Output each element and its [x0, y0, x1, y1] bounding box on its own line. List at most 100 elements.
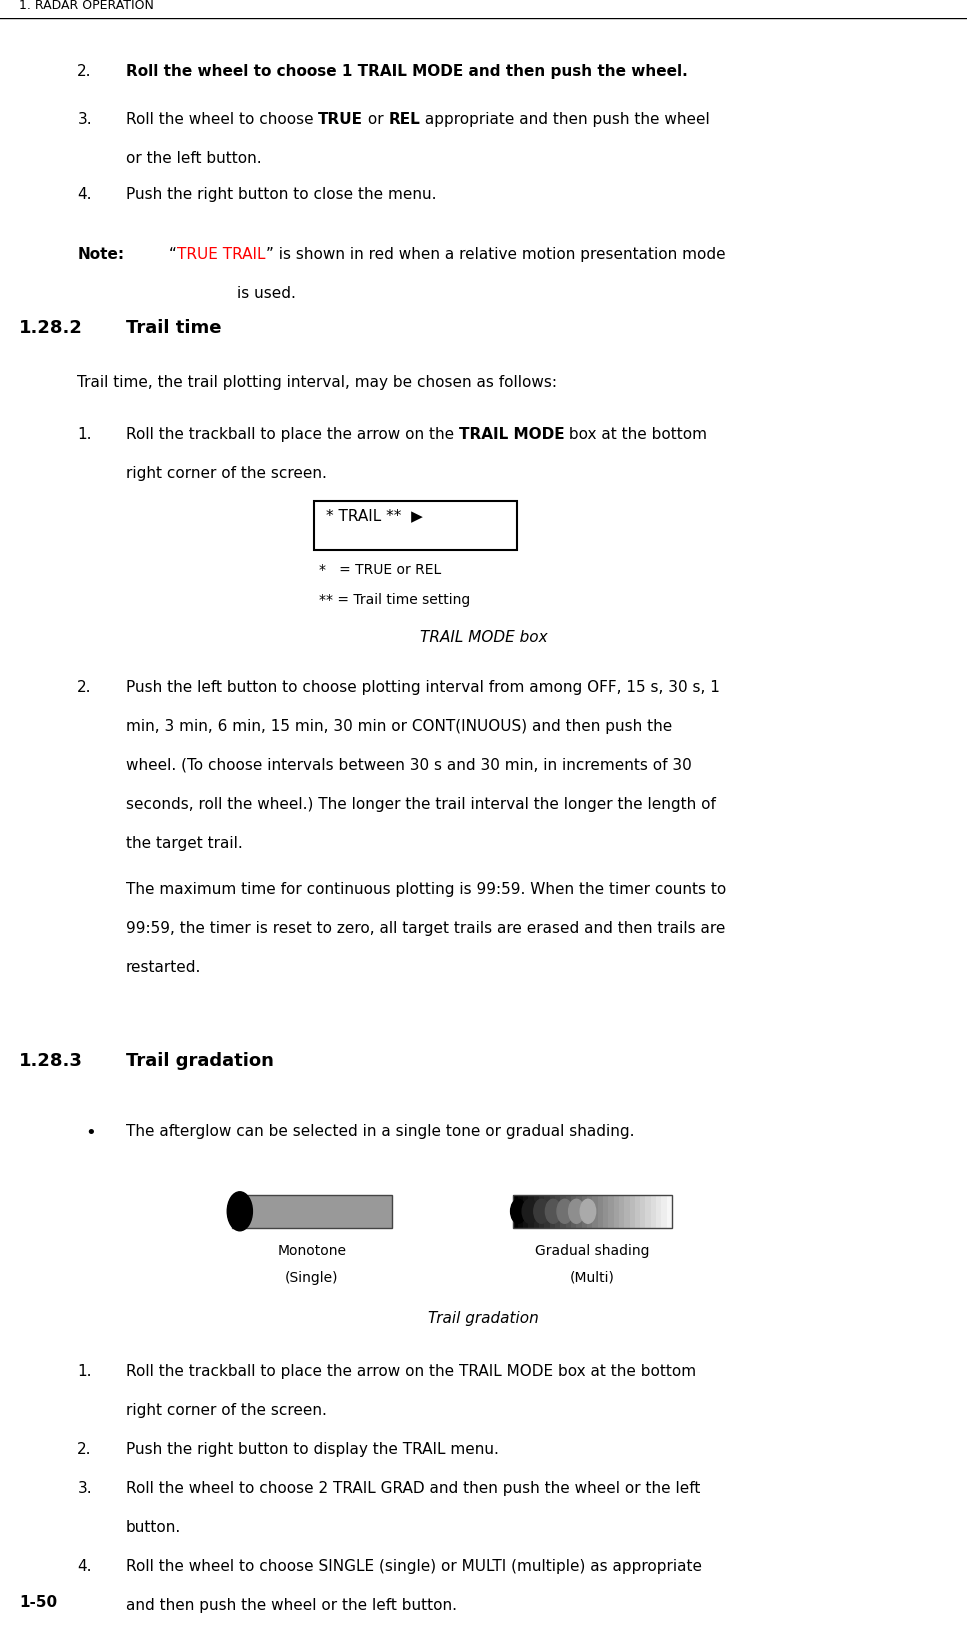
- Text: Roll the wheel to choose SINGLE (single) or MULTI (multiple) as appropriate: Roll the wheel to choose SINGLE (single)…: [126, 1559, 702, 1573]
- Text: Roll the wheel to choose 2 TRAIL GRAD and then push the wheel or the left: Roll the wheel to choose 2 TRAIL GRAD an…: [126, 1480, 700, 1495]
- Text: Trail gradation: Trail gradation: [126, 1051, 274, 1069]
- Text: Roll the trackball to place the arrow on the: Roll the trackball to place the arrow on…: [126, 428, 458, 442]
- Bar: [561, 1195, 566, 1227]
- Text: (Multi): (Multi): [570, 1270, 615, 1284]
- Bar: [635, 1195, 640, 1227]
- Text: Roll the trackball to place the arrow on the TRAIL MODE box at the bottom: Roll the trackball to place the arrow on…: [126, 1363, 696, 1377]
- Text: seconds, roll the wheel.) The longer the trail interval the longer the length of: seconds, roll the wheel.) The longer the…: [126, 796, 716, 811]
- Bar: [598, 1195, 603, 1227]
- Text: 4.: 4.: [77, 1559, 92, 1573]
- Text: 2.: 2.: [77, 64, 92, 80]
- Text: * TRAIL **  ▶: * TRAIL ** ▶: [326, 508, 423, 524]
- Bar: [555, 1195, 561, 1227]
- Bar: [592, 1195, 598, 1227]
- Text: or the left button.: or the left button.: [126, 152, 261, 166]
- Bar: [523, 1195, 528, 1227]
- Text: 99:59, the timer is reset to zero, all target trails are erased and then trails : 99:59, the timer is reset to zero, all t…: [126, 920, 725, 935]
- Text: Trail gradation: Trail gradation: [428, 1310, 539, 1325]
- Bar: [571, 1195, 576, 1227]
- Circle shape: [545, 1200, 561, 1224]
- Text: appropriate and then push the wheel: appropriate and then push the wheel: [421, 113, 710, 127]
- Text: 4.: 4.: [77, 188, 92, 202]
- Text: right corner of the screen.: right corner of the screen.: [126, 467, 327, 481]
- Text: 1. RADAR OPERATION: 1. RADAR OPERATION: [19, 0, 154, 11]
- Text: min, 3 min, 6 min, 15 min, 30 min or CONT(INUOUS) and then push the: min, 3 min, 6 min, 15 min, 30 min or CON…: [126, 718, 672, 733]
- Text: 1.28.2: 1.28.2: [19, 320, 83, 338]
- Circle shape: [569, 1200, 584, 1224]
- Text: 2.: 2.: [77, 679, 92, 694]
- Text: Gradual shading: Gradual shading: [535, 1244, 650, 1257]
- Bar: [651, 1195, 656, 1227]
- Text: is used.: is used.: [237, 286, 296, 302]
- Text: or: or: [364, 113, 389, 127]
- Bar: [645, 1195, 651, 1227]
- Text: 3.: 3.: [77, 113, 92, 127]
- Text: ” is shown in red when a relative motion presentation mode: ” is shown in red when a relative motion…: [266, 246, 725, 263]
- Bar: [232, 1195, 392, 1227]
- Text: Roll the wheel to choose: Roll the wheel to choose: [126, 113, 318, 127]
- Text: wheel. (To choose intervals between 30 s and 30 min, in increments of 30: wheel. (To choose intervals between 30 s…: [126, 757, 691, 772]
- Text: *   = TRUE or REL: * = TRUE or REL: [319, 561, 441, 576]
- Bar: [608, 1195, 613, 1227]
- Bar: [576, 1195, 582, 1227]
- Bar: [619, 1195, 625, 1227]
- Text: Roll the wheel to choose 1 TRAIL MODE and then push the wheel.: Roll the wheel to choose 1 TRAIL MODE an…: [126, 64, 688, 80]
- Text: the target trail.: the target trail.: [126, 836, 243, 850]
- Text: (Single): (Single): [285, 1270, 338, 1284]
- Circle shape: [534, 1200, 549, 1224]
- Circle shape: [580, 1200, 596, 1224]
- Text: 1.: 1.: [77, 1363, 92, 1377]
- Text: TRAIL MODE box: TRAIL MODE box: [420, 630, 547, 645]
- Bar: [518, 1195, 523, 1227]
- Text: The maximum time for continuous plotting is 99:59. When the timer counts to: The maximum time for continuous plotting…: [126, 881, 726, 896]
- Text: “: “: [169, 246, 177, 263]
- Bar: [640, 1195, 646, 1227]
- Circle shape: [522, 1200, 538, 1224]
- Text: button.: button.: [126, 1519, 181, 1534]
- Text: Push the right button to close the menu.: Push the right button to close the menu.: [126, 188, 436, 202]
- Text: Push the left button to choose plotting interval from among OFF, 15 s, 30 s, 1: Push the left button to choose plotting …: [126, 679, 719, 694]
- Bar: [513, 1195, 518, 1227]
- Circle shape: [227, 1191, 252, 1231]
- Bar: [667, 1195, 672, 1227]
- Bar: [587, 1195, 592, 1227]
- Bar: [614, 1195, 619, 1227]
- Text: The afterglow can be selected in a single tone or gradual shading.: The afterglow can be selected in a singl…: [126, 1123, 634, 1138]
- Text: 1.28.3: 1.28.3: [19, 1051, 83, 1069]
- Text: Note:: Note:: [77, 246, 125, 263]
- Bar: [566, 1195, 571, 1227]
- Text: box at the bottom: box at the bottom: [565, 428, 707, 442]
- Text: Monotone: Monotone: [278, 1244, 346, 1257]
- Text: TRUE TRAIL: TRUE TRAIL: [177, 246, 266, 263]
- Bar: [603, 1195, 608, 1227]
- Text: TRUE: TRUE: [318, 113, 364, 127]
- Text: REL: REL: [389, 113, 421, 127]
- Bar: [661, 1195, 667, 1227]
- Bar: [314, 503, 517, 550]
- Bar: [528, 1195, 534, 1227]
- Text: 1.: 1.: [77, 428, 92, 442]
- Circle shape: [511, 1200, 526, 1224]
- Text: right corner of the screen.: right corner of the screen.: [126, 1402, 327, 1417]
- Text: restarted.: restarted.: [126, 960, 201, 974]
- Circle shape: [557, 1200, 572, 1224]
- Text: 2.: 2.: [77, 1441, 92, 1456]
- Bar: [544, 1195, 549, 1227]
- Bar: [540, 1195, 544, 1227]
- Text: TRAIL MODE: TRAIL MODE: [458, 428, 565, 442]
- Text: ** = Trail time setting: ** = Trail time setting: [319, 592, 470, 605]
- Text: Trail time: Trail time: [126, 320, 221, 338]
- Text: 3.: 3.: [77, 1480, 92, 1495]
- Text: Push the right button to display the TRAIL menu.: Push the right button to display the TRA…: [126, 1441, 499, 1456]
- Text: and then push the wheel or the left button.: and then push the wheel or the left butt…: [126, 1598, 456, 1612]
- Text: Trail time, the trail plotting interval, may be chosen as follows:: Trail time, the trail plotting interval,…: [77, 375, 557, 390]
- Bar: [582, 1195, 587, 1227]
- Bar: [549, 1195, 555, 1227]
- Bar: [513, 1195, 672, 1227]
- Bar: [624, 1195, 630, 1227]
- Bar: [534, 1195, 540, 1227]
- Bar: [657, 1195, 661, 1227]
- Text: •: •: [85, 1123, 96, 1141]
- Text: 1-50: 1-50: [19, 1594, 57, 1609]
- Bar: [630, 1195, 634, 1227]
